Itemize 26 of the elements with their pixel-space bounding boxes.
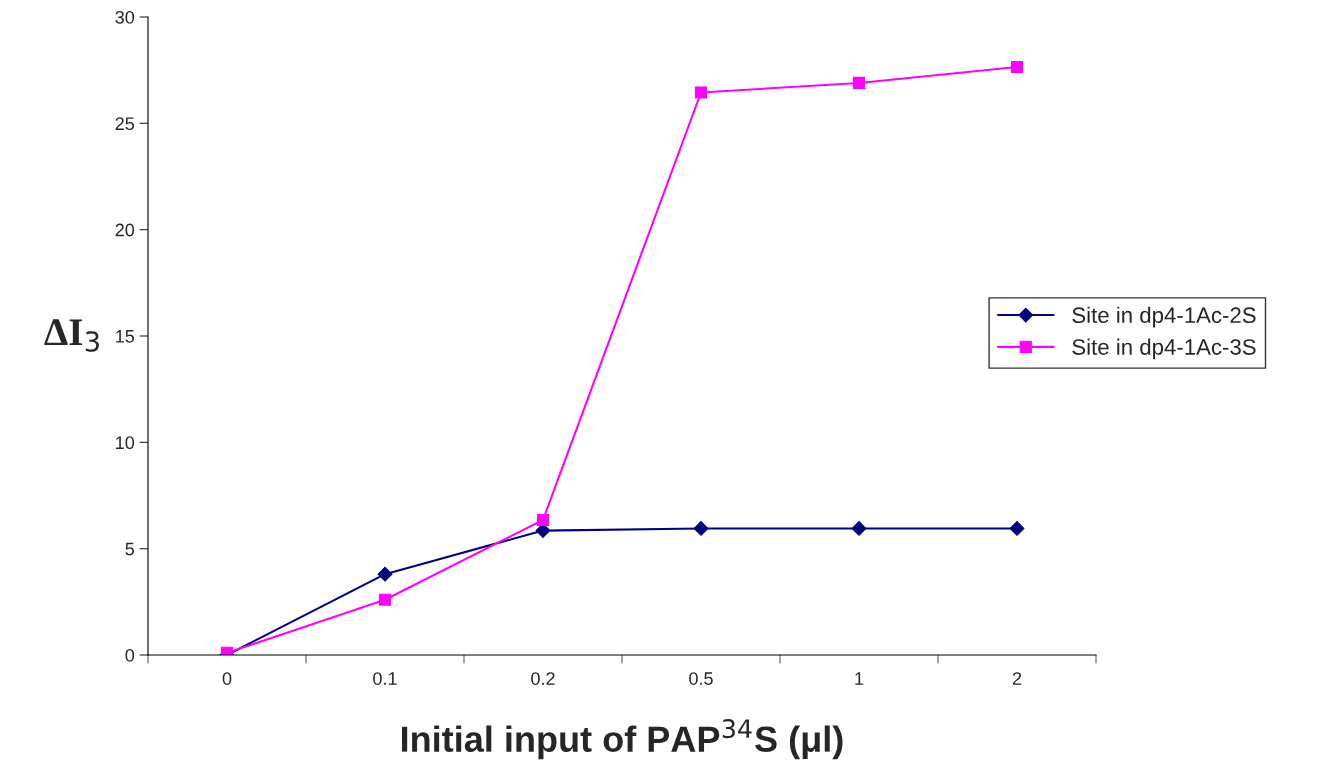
y-tick-label: 20 <box>115 223 135 237</box>
x-tick-label: 0.1 <box>373 672 397 685</box>
x-axis-title: Initial input of PAP$^{34}$S (μl) <box>401 719 843 760</box>
point <box>851 521 867 536</box>
y-tick-label: 0 <box>125 648 135 662</box>
y-tick-label: 10 <box>116 436 135 450</box>
x-tick-label: 2 <box>1012 672 1022 685</box>
legend-label: Site in dp4-1Ac-3S <box>1072 338 1256 360</box>
x-tick-label: 0 <box>222 672 232 685</box>
x-tick-label: 1 <box>855 672 864 685</box>
x-tick-label: 0.2 <box>531 672 555 685</box>
point <box>852 76 866 89</box>
point <box>536 513 550 527</box>
point <box>693 521 709 536</box>
x-tick-label: 0.5 <box>689 672 713 685</box>
point <box>377 566 393 582</box>
point <box>1009 521 1025 536</box>
y-tick-label: 5 <box>125 542 135 556</box>
y-tick-label: 15 <box>116 330 135 343</box>
point <box>694 86 708 99</box>
y-tick-label: 25 <box>115 117 135 131</box>
point <box>378 593 392 606</box>
y-axis-title: ΔI$_{3}$ <box>44 319 99 352</box>
point <box>1010 60 1024 74</box>
legend-label: Site in dp4-1Ac-2S <box>1072 306 1256 328</box>
y-tick-label: 30 <box>115 10 135 24</box>
